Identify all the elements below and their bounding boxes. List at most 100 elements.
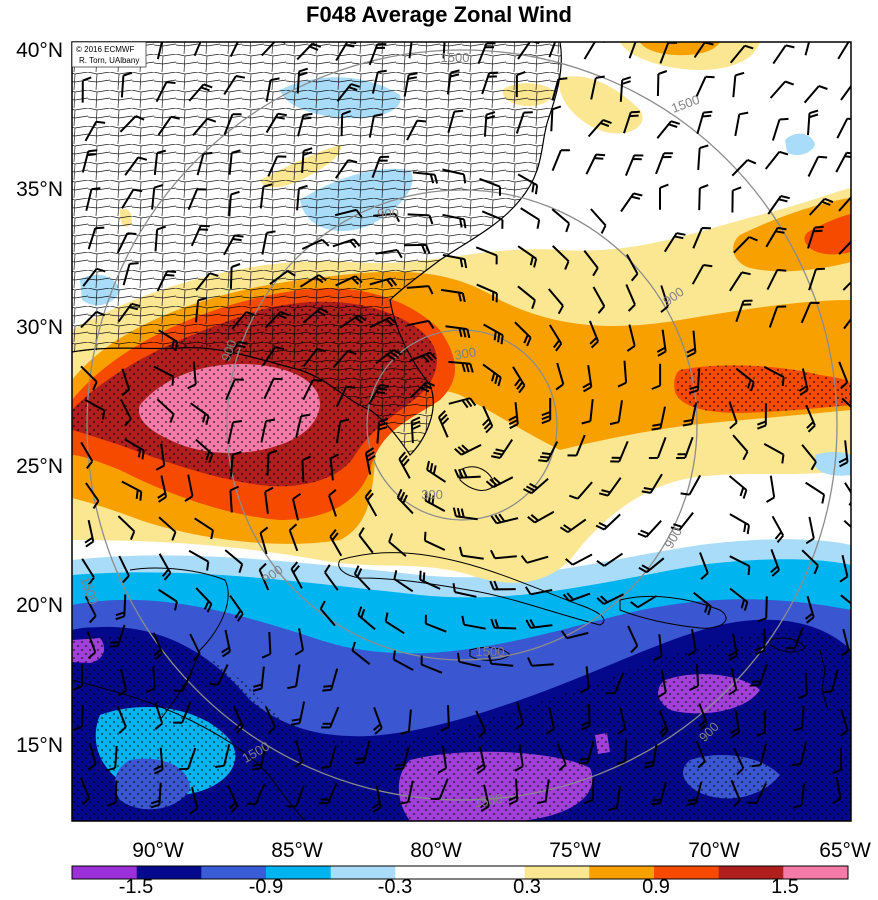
wind-barb	[189, 633, 201, 662]
wind-barb	[841, 397, 851, 409]
wind-barb	[151, 184, 164, 210]
wind-barb	[357, 606, 376, 631]
wind-barb	[657, 670, 667, 698]
wind-barb	[791, 742, 807, 767]
wind-barb	[324, 564, 339, 591]
wind-barb	[568, 481, 593, 500]
wind-barb	[490, 618, 517, 630]
wind-barb	[262, 346, 285, 366]
wind-barb	[840, 628, 850, 657]
wind-barb	[124, 438, 145, 460]
wind-barb	[732, 434, 749, 461]
wind-barb	[637, 520, 662, 538]
wind-barb	[747, 782, 767, 805]
wind-barb	[729, 587, 749, 611]
wind-barb	[297, 112, 313, 137]
wind-barb	[580, 704, 591, 731]
wind-barb	[329, 453, 340, 481]
contour-900	[226, 189, 698, 661]
wind-barb	[229, 42, 239, 58]
wind-barb	[292, 492, 302, 521]
wind-barb	[158, 516, 177, 541]
wind-barb	[658, 709, 669, 738]
lon-label-80: 80°W	[410, 839, 462, 862]
wind-barb	[221, 629, 231, 658]
wind-barb	[837, 42, 850, 60]
wind-barb	[605, 672, 625, 695]
wind-barb	[651, 781, 667, 806]
colorbar-label-2: -0.9	[249, 876, 283, 898]
wind-barb	[765, 475, 776, 503]
wind-barb	[514, 744, 524, 772]
wind-barb	[769, 80, 795, 99]
wind-barb	[687, 629, 697, 657]
wind-barb	[358, 527, 374, 554]
wind-barb	[296, 67, 308, 94]
wind-barb	[393, 570, 414, 593]
wind-barb	[120, 398, 132, 427]
wind-barb	[475, 746, 486, 775]
wind-barb	[120, 71, 133, 98]
lon-label-90: 90°W	[132, 839, 184, 862]
wind-barb	[452, 583, 477, 598]
wind-barb	[287, 785, 305, 808]
wind-barb	[482, 363, 502, 387]
wind-barb	[686, 781, 703, 806]
wind-barb	[692, 591, 712, 616]
wind-barb	[556, 743, 567, 772]
wind-barb	[832, 776, 842, 805]
wind-barb	[771, 515, 785, 544]
contour-label: 900	[218, 338, 240, 364]
wind-barb	[750, 664, 768, 687]
wind-barb	[404, 243, 431, 254]
wind-barb	[442, 213, 467, 229]
cuba-outline	[338, 552, 605, 626]
wind-barb	[173, 670, 193, 693]
wind-barb	[228, 149, 241, 175]
wind-barb	[187, 188, 207, 210]
wind-barb	[689, 368, 701, 394]
hispaniola-outline	[619, 595, 727, 629]
wind-barb	[86, 631, 97, 659]
wind-barb	[369, 316, 398, 329]
wind-barb	[189, 786, 199, 815]
wind-barb	[807, 225, 824, 249]
wind-barb	[567, 434, 586, 457]
wind-barb	[623, 110, 640, 134]
colorbar-swatch	[395, 866, 461, 879]
map-title: F048 Average Zonal Wind	[306, 2, 572, 27]
colorbar-swatch	[524, 866, 590, 879]
lon-label-65: 65°W	[819, 839, 871, 862]
wind-barb	[452, 507, 478, 521]
wind-barb	[689, 664, 700, 691]
wind-barb	[85, 482, 100, 509]
colorbar-swatch	[72, 866, 138, 879]
colorbar-swatch	[589, 866, 655, 879]
wind-barb	[517, 245, 538, 268]
wind-barb	[295, 413, 311, 438]
wind-barb	[734, 111, 749, 137]
wind-barb	[152, 632, 164, 661]
wind-barb	[541, 398, 552, 425]
wind-barb	[424, 491, 446, 512]
wind-barb	[392, 650, 414, 671]
wind-barb	[442, 254, 468, 269]
wind-barb	[73, 704, 84, 731]
wind-barb	[296, 184, 308, 211]
wind-barb	[763, 366, 785, 387]
wind-barb	[440, 288, 466, 303]
distance-contours	[86, 49, 838, 801]
wind-barb	[193, 42, 202, 57]
wind-barb	[259, 526, 269, 555]
wind-barb	[771, 117, 789, 141]
colorbar-swatch	[783, 866, 849, 879]
wind-barb	[252, 666, 265, 692]
wind-barb	[335, 275, 363, 287]
wind-barb	[396, 488, 414, 515]
wind-barb	[121, 188, 143, 209]
wind-barb	[548, 288, 564, 315]
wind-barb	[368, 43, 387, 66]
wind-barb	[651, 406, 666, 431]
colorbar	[71, 865, 849, 880]
wind-barb	[785, 627, 804, 650]
